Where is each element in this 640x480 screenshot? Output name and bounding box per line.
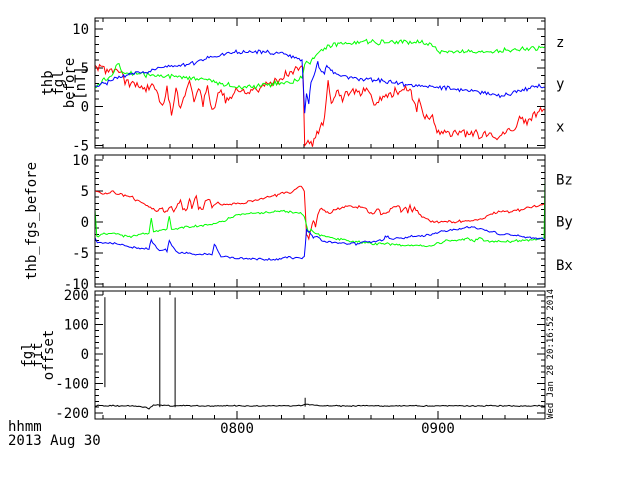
trace-By [95, 178, 545, 248]
trace-z [95, 63, 545, 148]
y-axis-label-line: before [62, 58, 78, 109]
series-label-Bz: Bz [556, 172, 573, 188]
y-tick-label: 0 [81, 347, 89, 363]
y-tick-label: 0 [81, 215, 89, 231]
x-tick-label: 0900 [421, 421, 455, 437]
panel-border [94, 154, 546, 288]
trace-y [95, 38, 545, 90]
trace-offset [95, 403, 545, 410]
y-tick-label: 10 [72, 153, 89, 169]
y-tick-label: -100 [55, 377, 89, 393]
traces [95, 178, 545, 261]
y-tick-label: 0 [81, 100, 89, 116]
y-axis-label-line: [nT] [73, 66, 89, 100]
y-tick-label: 5 [81, 184, 89, 200]
traces [95, 297, 545, 410]
y-tick-label: -5 [72, 246, 89, 262]
y-axis-label-line: offset [41, 330, 57, 381]
y-axis-label-line: thb_fgs_before [24, 162, 40, 280]
y-axis-label-line: thb [40, 70, 56, 95]
y-tick-label: 200 [64, 288, 89, 304]
y-axis-label-line: fgl [20, 342, 36, 367]
series-label-Bx: Bx [556, 258, 573, 274]
panel-border [94, 290, 546, 420]
y-tick-label: 100 [64, 318, 89, 334]
creation-timestamp-label: Wed Jan 28 20:16:52 2014 [546, 288, 556, 419]
y-tick-label: 5 [81, 61, 89, 77]
y-axis-label-line: fit [30, 342, 46, 367]
y-tick-label: -200 [55, 406, 89, 422]
panel-thb-fgs-before: 10 5 0 -5 -10 Bz By Bx thb_fgs_before [24, 153, 573, 293]
series-label-By: By [556, 215, 573, 231]
traces [95, 38, 545, 148]
x-tick-label: 0800 [220, 421, 254, 437]
y-tick-label: 10 [72, 22, 89, 38]
series-label-z: z [556, 35, 564, 51]
y-tick-label: -5 [72, 139, 89, 155]
series-label-y: y [556, 77, 564, 93]
trace-Bz [95, 185, 545, 241]
y-tick-label: -10 [64, 277, 89, 293]
trace-Bx [95, 225, 545, 261]
xaxis-unit-label: hhmm [8, 419, 42, 435]
xaxis-date-label: 2013 Aug 30 [8, 433, 101, 449]
y-axis-label-line: fgl [51, 70, 67, 95]
series-label-x: x [556, 120, 564, 136]
trace-x [95, 49, 545, 114]
